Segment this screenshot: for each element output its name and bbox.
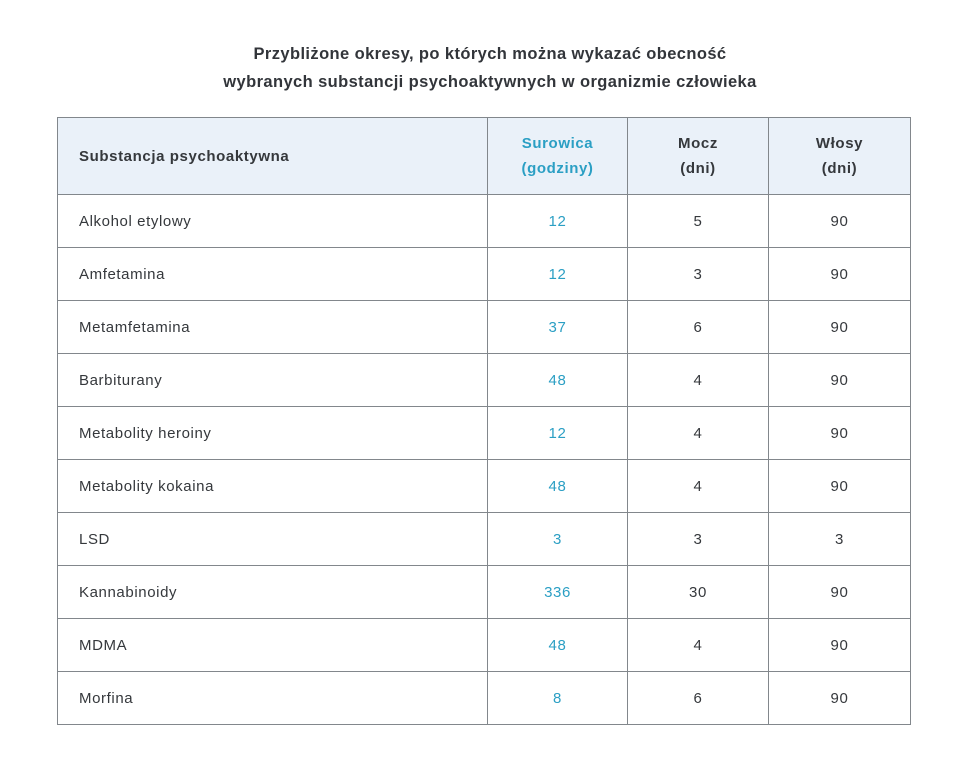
table-row: Metabolity heroiny 12 4 90 [57,406,911,460]
urine-days-value: 4 [627,618,769,672]
page-title: Przybliżone okresy, po których można wyk… [0,40,980,96]
table-header-row: Substancja psychoaktywna Surowica (godzi… [57,117,911,195]
urine-days-value: 4 [627,459,769,513]
table-header: Substancja psychoaktywna Surowica (godzi… [57,117,911,195]
table-row: LSD 3 3 3 [57,512,911,566]
column-header-hair-unit: (dni) [821,160,858,177]
substance-name: Metamfetamina [57,300,488,354]
serum-hours-value: 8 [487,671,628,725]
page-title-line-1: Przybliżone okresy, po których można wyk… [253,45,727,63]
table-body: Alkohol etylowy 12 5 90 Amfetamina 12 3 … [57,194,911,725]
serum-hours-value: 12 [487,194,628,248]
table-row: Metabolity kokaina 48 4 90 [57,459,911,513]
substance-name: Alkohol etylowy [57,194,488,248]
urine-days-value: 6 [627,300,769,354]
substance-name: MDMA [57,618,488,672]
urine-days-value: 3 [627,512,769,566]
hair-days-value: 90 [768,671,911,725]
substance-name: Barbiturany [57,353,488,407]
urine-days-value: 4 [627,353,769,407]
table-row: Metamfetamina 37 6 90 [57,300,911,354]
column-header-serum-unit: (godziny) [521,160,594,177]
column-header-substance-label: Substancja psychoaktywna [79,147,290,165]
serum-hours-value: 12 [487,406,628,460]
table-row: Alkohol etylowy 12 5 90 [57,194,911,248]
serum-hours-value: 48 [487,459,628,513]
substance-name: Amfetamina [57,247,488,301]
hair-days-value: 90 [768,247,911,301]
column-header-urine-unit: (dni) [680,160,716,177]
substance-name: Kannabinoidy [57,565,488,619]
hair-days-value: 90 [768,618,911,672]
hair-days-value: 90 [768,406,911,460]
table-row: MDMA 48 4 90 [57,618,911,672]
column-header-urine-label: Mocz [678,135,718,152]
table-row: Barbiturany 48 4 90 [57,353,911,407]
substance-name: LSD [57,512,488,566]
table-row: Kannabinoidy 336 30 90 [57,565,911,619]
hair-days-value: 90 [768,300,911,354]
column-header-serum-label: Surowica [521,135,594,152]
hair-days-value: 90 [768,353,911,407]
substance-name: Metabolity heroiny [57,406,488,460]
hair-days-value: 3 [768,512,911,566]
serum-hours-value: 336 [487,565,628,619]
substance-name: Morfina [57,671,488,725]
column-header-substance: Substancja psychoaktywna [57,117,488,195]
urine-days-value: 30 [627,565,769,619]
table-row: Amfetamina 12 3 90 [57,247,911,301]
substance-name: Metabolity kokaina [57,459,488,513]
urine-days-value: 5 [627,194,769,248]
serum-hours-value: 12 [487,247,628,301]
column-header-urine: Mocz (dni) [627,117,769,195]
column-header-hair-label: Włosy [815,135,864,152]
serum-hours-value: 48 [487,618,628,672]
column-header-serum: Surowica (godziny) [487,117,628,195]
hair-days-value: 90 [768,194,911,248]
substance-detection-table: Substancja psychoaktywna Surowica (godzi… [57,117,911,725]
table-row: Morfina 8 6 90 [57,671,911,725]
serum-hours-value: 3 [487,512,628,566]
serum-hours-value: 48 [487,353,628,407]
column-header-hair: Włosy (dni) [768,117,911,195]
urine-days-value: 3 [627,247,769,301]
urine-days-value: 6 [627,671,769,725]
serum-hours-value: 37 [487,300,628,354]
urine-days-value: 4 [627,406,769,460]
hair-days-value: 90 [768,565,911,619]
hair-days-value: 90 [768,459,911,513]
page-title-line-2: wybranych substancji psychoaktywnych w o… [223,73,757,91]
